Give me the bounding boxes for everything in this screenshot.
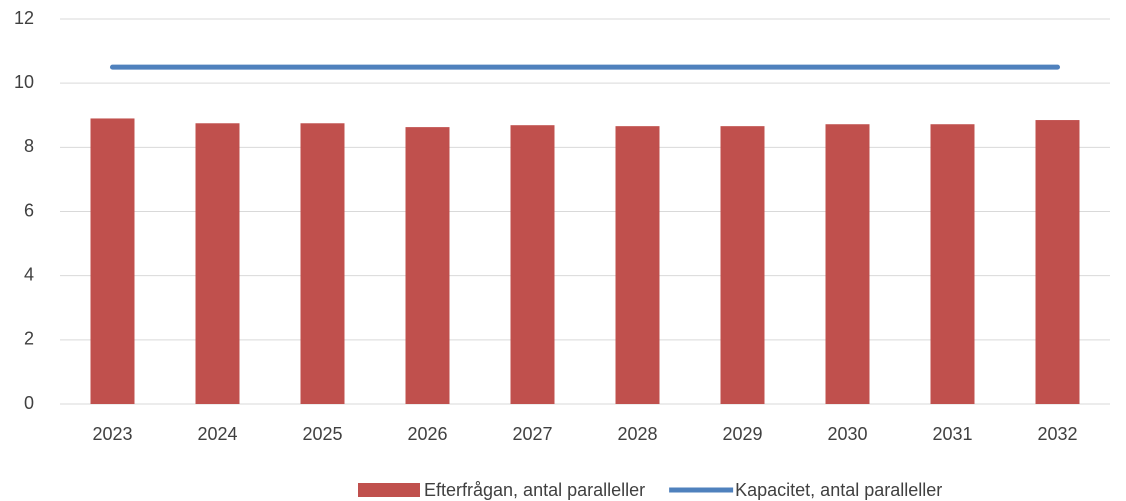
y-tick-label: 4: [24, 264, 34, 284]
bar: [930, 124, 975, 404]
y-tick-label: 0: [24, 393, 34, 413]
bar: [825, 124, 870, 404]
x-tick-label: 2029: [722, 424, 762, 444]
bar: [1035, 120, 1080, 404]
y-tick-label: 8: [24, 136, 34, 156]
x-tick-label: 2032: [1037, 424, 1077, 444]
x-tick-label: 2024: [197, 424, 237, 444]
bar: [405, 127, 450, 404]
x-tick-label: 2030: [827, 424, 867, 444]
x-tick-label: 2027: [512, 424, 552, 444]
y-tick-label: 12: [14, 8, 34, 28]
bar: [300, 123, 345, 404]
y-tick-label: 10: [14, 72, 34, 92]
x-tick-label: 2028: [617, 424, 657, 444]
bar: [615, 126, 660, 405]
x-tick-label: 2025: [302, 424, 342, 444]
bar: [510, 125, 555, 404]
bar: [720, 126, 765, 405]
x-tick-label: 2023: [92, 424, 132, 444]
x-tick-label: 2026: [407, 424, 447, 444]
legend-label: Kapacitet, antal paralleller: [735, 480, 942, 500]
y-tick-label: 6: [24, 200, 34, 220]
bar: [195, 123, 240, 404]
legend-swatch: [358, 483, 420, 497]
bar: [90, 118, 135, 404]
legend-label: Efterfrågan, antal paralleller: [424, 480, 645, 500]
y-tick-label: 2: [24, 329, 34, 349]
x-tick-label: 2031: [932, 424, 972, 444]
